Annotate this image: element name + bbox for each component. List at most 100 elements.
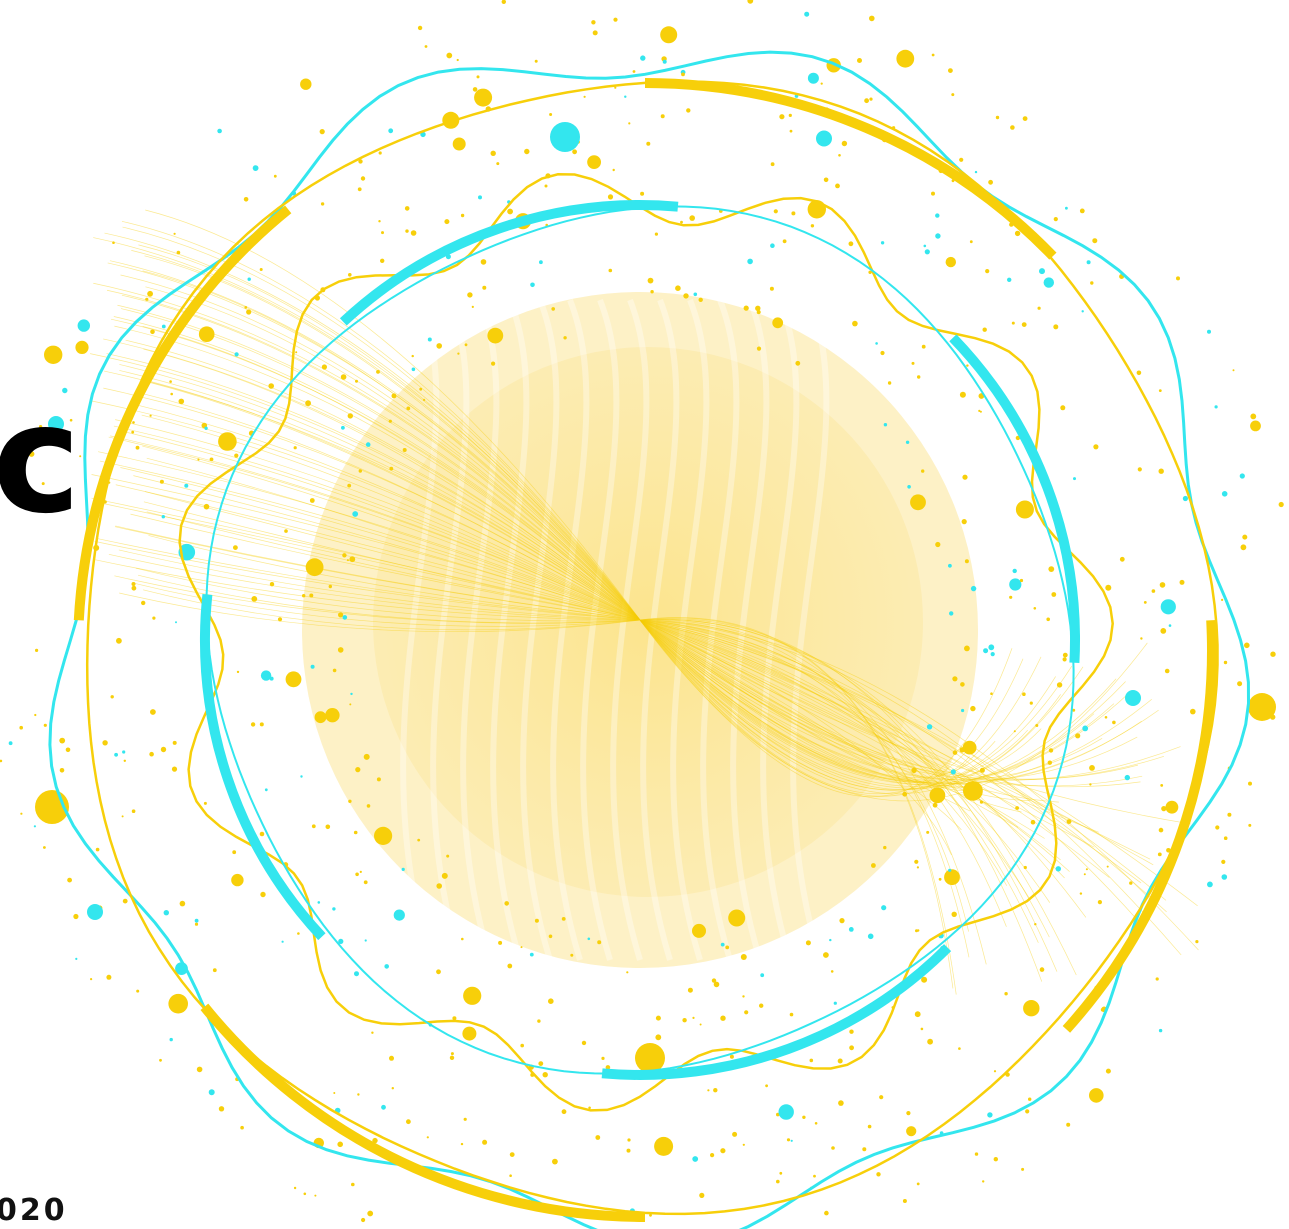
dot [1093, 444, 1099, 450]
dot [883, 845, 887, 850]
dot [711, 978, 717, 983]
fan-line [115, 525, 1007, 927]
dot [587, 937, 591, 941]
dot [364, 939, 367, 942]
dot [640, 191, 645, 196]
dot [169, 1037, 173, 1042]
dot [720, 942, 725, 947]
dot [212, 968, 217, 973]
fan-line [108, 553, 1199, 951]
dot [958, 1047, 961, 1050]
dot [963, 781, 983, 801]
dot [687, 987, 693, 993]
dot [284, 529, 288, 533]
stripe [550, 298, 590, 961]
dot [317, 901, 321, 904]
dot [906, 1126, 917, 1137]
dot [755, 305, 761, 311]
fan-line [130, 513, 1087, 918]
dot [410, 230, 417, 236]
dot [1053, 324, 1059, 330]
dot [131, 585, 137, 591]
dot [1015, 806, 1019, 810]
dot [979, 767, 985, 773]
dot [779, 1171, 783, 1175]
dot [243, 197, 249, 202]
dot [378, 151, 382, 155]
dot [285, 671, 302, 688]
dot [176, 250, 181, 255]
dot [1015, 435, 1021, 441]
dot [974, 1152, 979, 1156]
fan-line [135, 567, 987, 965]
dot [1030, 819, 1036, 825]
dot [490, 150, 496, 156]
dot [929, 787, 946, 804]
dot [837, 1058, 843, 1064]
dot [778, 1104, 794, 1120]
dot [911, 767, 917, 774]
dot [1012, 568, 1017, 574]
dot [838, 1100, 844, 1106]
dot [948, 563, 952, 568]
dot [814, 1122, 818, 1125]
dot [786, 1138, 791, 1142]
dot [463, 986, 482, 1005]
dot [203, 503, 210, 510]
dot [974, 170, 978, 174]
dot [471, 305, 474, 308]
dot [293, 446, 297, 450]
dot [332, 668, 337, 673]
dot [587, 155, 601, 170]
dot [300, 78, 312, 90]
dot [446, 854, 450, 858]
dot [360, 176, 366, 181]
dot [756, 346, 762, 351]
dot [650, 290, 654, 294]
dot [747, 258, 753, 265]
dot [534, 918, 539, 923]
dot [920, 1027, 924, 1031]
dot [782, 239, 787, 244]
fan-line [99, 460, 1070, 872]
dot [945, 256, 956, 268]
dot [406, 406, 411, 411]
dot [376, 370, 380, 374]
dot [482, 1139, 488, 1145]
dot [436, 883, 443, 889]
dot [277, 617, 283, 622]
dot [921, 344, 926, 349]
dot [841, 140, 848, 147]
dot [436, 343, 443, 349]
dot [720, 1148, 726, 1154]
dot [916, 1182, 920, 1186]
wave-ring [48, 50, 1251, 1229]
dot [914, 859, 919, 864]
dot [624, 95, 627, 98]
dot [170, 392, 173, 396]
dot [1119, 556, 1125, 562]
dot [161, 515, 165, 519]
wave-ring [178, 173, 1114, 1112]
dot [380, 258, 385, 263]
dot [325, 824, 331, 830]
dot [1161, 806, 1167, 812]
dot [742, 995, 745, 998]
fan-line [95, 559, 970, 958]
dot [367, 1210, 374, 1217]
dot [1240, 544, 1247, 551]
dot [795, 360, 801, 366]
dot [252, 165, 259, 172]
stripe [580, 298, 620, 961]
fan-line [120, 467, 1110, 878]
dot [951, 911, 957, 917]
dot [355, 872, 359, 877]
dot [260, 891, 266, 898]
dot [804, 11, 810, 17]
fan-line [108, 436, 952, 856]
dot [359, 870, 362, 874]
dot [551, 307, 555, 311]
dot [131, 430, 135, 434]
dot [135, 445, 140, 450]
dot [823, 952, 829, 958]
